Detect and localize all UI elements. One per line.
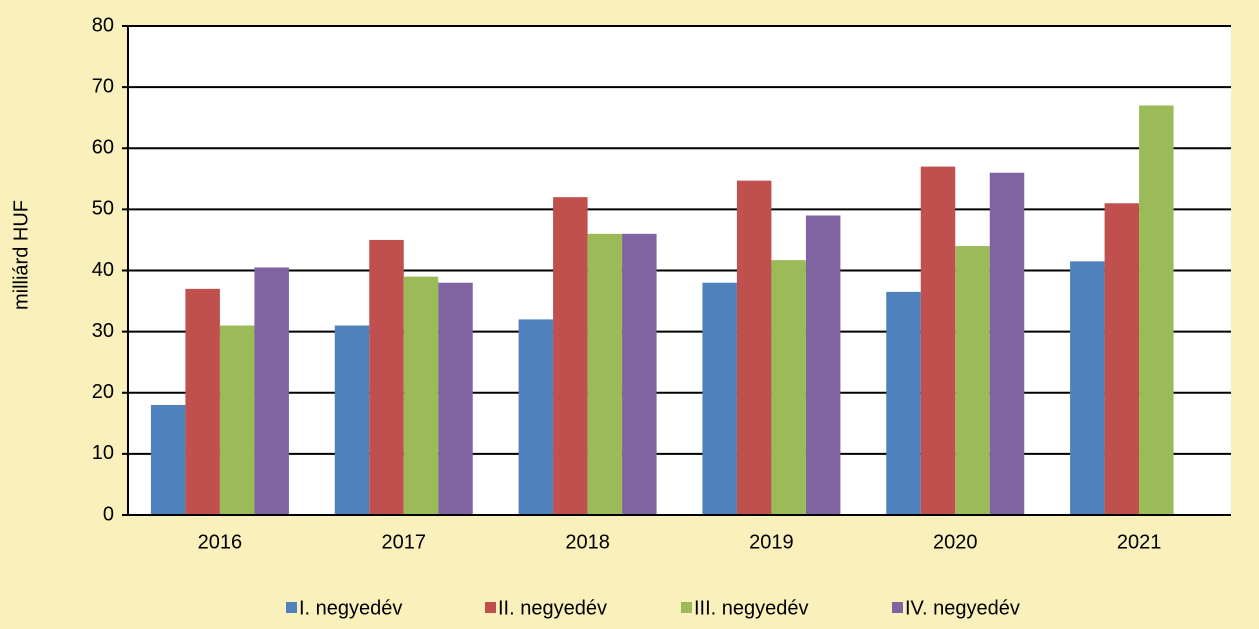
y-tick-label: 40 <box>92 259 114 281</box>
bar <box>553 197 588 515</box>
bar <box>587 233 623 515</box>
x-tick-label: 2019 <box>749 531 794 553</box>
legend-swatch <box>892 602 903 613</box>
y-tick-label: 60 <box>92 137 114 159</box>
bar <box>955 246 990 516</box>
y-tick-label: 10 <box>92 442 114 464</box>
y-tick-label: 20 <box>92 381 114 403</box>
legend-label: IV. negyedév <box>905 597 1020 619</box>
legend-label: I. negyedév <box>299 597 402 619</box>
bar <box>1104 203 1140 515</box>
bar <box>219 325 255 515</box>
bar <box>805 215 841 516</box>
bar <box>989 172 1025 515</box>
y-tick-label: 50 <box>92 198 114 220</box>
bar <box>518 319 554 515</box>
x-tick-label: 2020 <box>933 531 978 553</box>
bar <box>622 233 657 515</box>
bar <box>1070 261 1105 515</box>
legend-swatch <box>286 602 297 613</box>
y-tick-label: 70 <box>92 75 114 97</box>
x-tick-label: 2021 <box>1117 531 1162 553</box>
bar <box>185 288 220 515</box>
y-tick-label: 0 <box>103 503 114 525</box>
legend-label: II. negyedév <box>498 597 607 619</box>
legend-swatch <box>681 602 692 613</box>
bar <box>1139 105 1174 516</box>
legend-label: III. negyedév <box>694 597 809 619</box>
y-tick-label: 80 <box>92 14 114 36</box>
bar <box>920 166 956 515</box>
bar <box>334 325 370 515</box>
bar <box>438 282 473 515</box>
bar <box>403 276 439 515</box>
y-axis-label: milliárd HUF <box>10 200 32 310</box>
bar <box>254 267 289 515</box>
legend-swatch <box>485 602 496 613</box>
x-tick-label: 2017 <box>382 531 427 553</box>
x-tick-label: 2016 <box>198 531 243 553</box>
y-tick-label: 30 <box>92 320 114 342</box>
bar <box>369 239 404 515</box>
bar <box>886 291 921 515</box>
x-tick-label: 2018 <box>565 531 610 553</box>
bar <box>702 282 737 515</box>
bar <box>771 260 806 515</box>
bar <box>150 404 186 515</box>
bar <box>736 180 772 516</box>
